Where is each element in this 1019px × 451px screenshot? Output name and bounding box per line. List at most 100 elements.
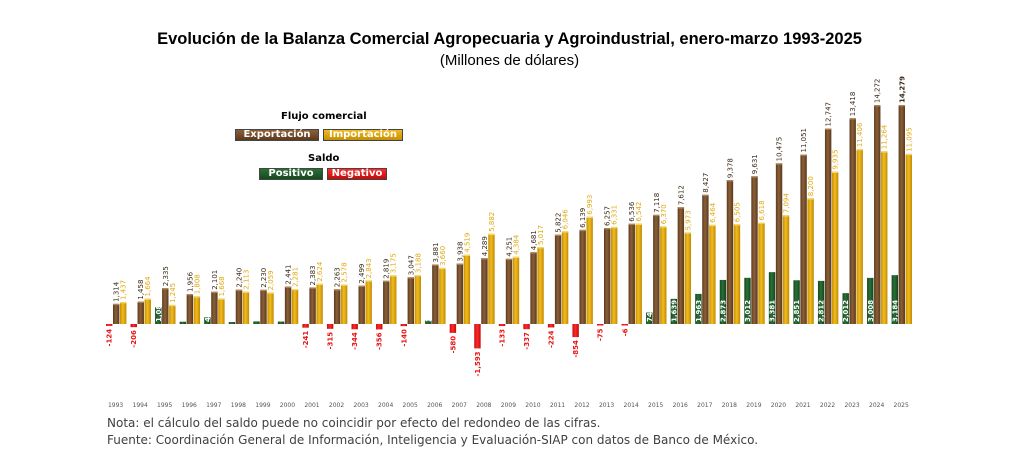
bar-export-2020	[775, 163, 783, 324]
label-balance-2023: 2,012	[842, 300, 850, 322]
bar-import-cap-2018	[733, 224, 741, 226]
tick-label-2002: 2002	[329, 402, 344, 409]
label-export-2015: 7,118	[653, 193, 661, 213]
label-export-2016: 7,612	[677, 185, 685, 205]
bar-import-2020	[782, 215, 790, 324]
bar-import-2017	[709, 224, 716, 324]
label-balance-2014: -6	[621, 328, 629, 336]
bar-import-2000	[291, 289, 299, 324]
bar-export-2007	[456, 263, 464, 324]
tick-label-2007: 2007	[452, 402, 467, 409]
tick-label-2009: 2009	[501, 402, 516, 409]
bar-import-1996	[193, 296, 201, 324]
tick-label-2022: 2022	[820, 402, 835, 409]
bar-export-2017	[702, 194, 709, 324]
bar-import-cap-2004	[390, 275, 397, 277]
bar-import-2007	[463, 254, 471, 324]
bar-import-1994	[144, 298, 151, 324]
label-import-2025: 11,095	[905, 127, 913, 152]
chart-plot-area: 1,314 1,437 -124 1993 1,458 1,664 -206 1994 2,33…	[106, 76, 914, 409]
bar-import-2001	[316, 283, 323, 324]
tick-label-1996: 1996	[182, 402, 197, 409]
label-export-2014: 6,536	[628, 201, 636, 222]
bar-import-cap-2011	[561, 231, 569, 233]
bar-import-cap-1999	[267, 292, 274, 294]
bar-export-2004	[383, 280, 390, 324]
label-export-2018: 9,378	[726, 158, 734, 178]
label-export-2013: 6,257	[604, 206, 612, 226]
label-import-2014: 6,542	[635, 202, 643, 222]
legend-balance-title: Saldo	[308, 153, 340, 164]
label-import-1994: 1,664	[144, 276, 152, 297]
bar-export-2008	[481, 258, 488, 324]
label-export-2000: 2,441	[285, 265, 293, 285]
bar-import-cap-2003	[365, 280, 372, 282]
label-export-1996: 1,956	[186, 271, 194, 292]
label-import-2012: 6,993	[586, 195, 594, 215]
tick-label-2008: 2008	[476, 402, 491, 409]
bar-balance-2015	[646, 312, 653, 324]
label-balance-1997: 433	[204, 307, 212, 322]
label-import-1993: 1,437	[120, 280, 128, 300]
bar-import-cap-1993	[120, 301, 127, 304]
label-balance-2003: -344	[351, 332, 359, 350]
label-export-2006: 3,881	[432, 242, 440, 262]
label-export-2020: 10,475	[776, 137, 784, 162]
tick-label-2010: 2010	[525, 402, 540, 409]
bar-balance-1996	[179, 321, 187, 324]
bar-export-cap-2003	[358, 285, 365, 287]
bar-export-cap-1993	[113, 303, 120, 306]
label-import-2023: 11,406	[856, 122, 864, 147]
bar-export-cap-2002	[333, 289, 341, 291]
bar-import-2015	[660, 226, 667, 324]
bar-export-cap-2024	[874, 105, 881, 107]
bar-balance-2007	[449, 324, 457, 333]
label-balance-2021: 2,851	[793, 300, 801, 322]
label-balance-2022: 2,812	[818, 300, 826, 322]
tick-label-1998: 1998	[231, 402, 246, 409]
bar-export-cap-2019	[751, 176, 758, 178]
label-balance-1996: 148	[179, 307, 187, 322]
label-balance-2005: -140	[400, 329, 408, 347]
label-import-2013: 6,331	[611, 205, 619, 225]
label-export-2021: 11,051	[800, 128, 808, 153]
bar-balance-1999	[253, 321, 260, 324]
label-balance-1993: -124	[106, 329, 114, 347]
label-export-2001: 2,383	[309, 265, 317, 285]
bar-import-2016	[684, 232, 692, 324]
bar-export-cap-2000	[284, 286, 292, 288]
bar-balance-1994	[130, 324, 137, 328]
legend-import: Importación	[323, 129, 403, 141]
label-export-2025: 14,279	[898, 76, 906, 103]
tick-label-2015: 2015	[648, 402, 663, 409]
label-import-2007: 4,519	[463, 233, 471, 253]
label-export-2003: 2,499	[358, 264, 366, 284]
label-balance-1999: 170	[253, 307, 261, 322]
tick-label-2017: 2017	[697, 402, 712, 409]
bar-import-2010	[537, 247, 544, 324]
bar-export-cap-2011	[554, 234, 562, 237]
tick-label-2016: 2016	[673, 402, 688, 409]
bar-balance-2013	[597, 324, 604, 326]
label-import-1995: 1,245	[169, 283, 177, 303]
bar-export-2013	[604, 228, 611, 324]
bar-import-2021	[807, 198, 814, 324]
bar-export-2009	[505, 258, 513, 324]
bar-export-cap-2015	[653, 214, 660, 217]
tick-label-1997: 1997	[206, 402, 221, 409]
bar-export-cap-2014	[628, 223, 635, 226]
label-import-2019: 6,618	[758, 200, 766, 220]
bar-import-2005	[414, 275, 421, 324]
bar-import-cap-2001	[316, 283, 323, 286]
label-balance-2018: 2,873	[719, 300, 727, 322]
label-balance-1998: 127	[228, 307, 236, 322]
label-balance-1994: -206	[130, 330, 138, 348]
bar-balance-1997	[204, 317, 211, 324]
bar-export-2014	[628, 223, 635, 324]
bar-export-2024	[874, 105, 881, 324]
label-import-2020: 7,094	[783, 193, 791, 214]
label-export-1997: 2,101	[211, 270, 219, 290]
bar-import-2019	[758, 222, 765, 324]
bar-balance-2010	[523, 324, 530, 330]
tick-label-2018: 2018	[722, 402, 737, 409]
